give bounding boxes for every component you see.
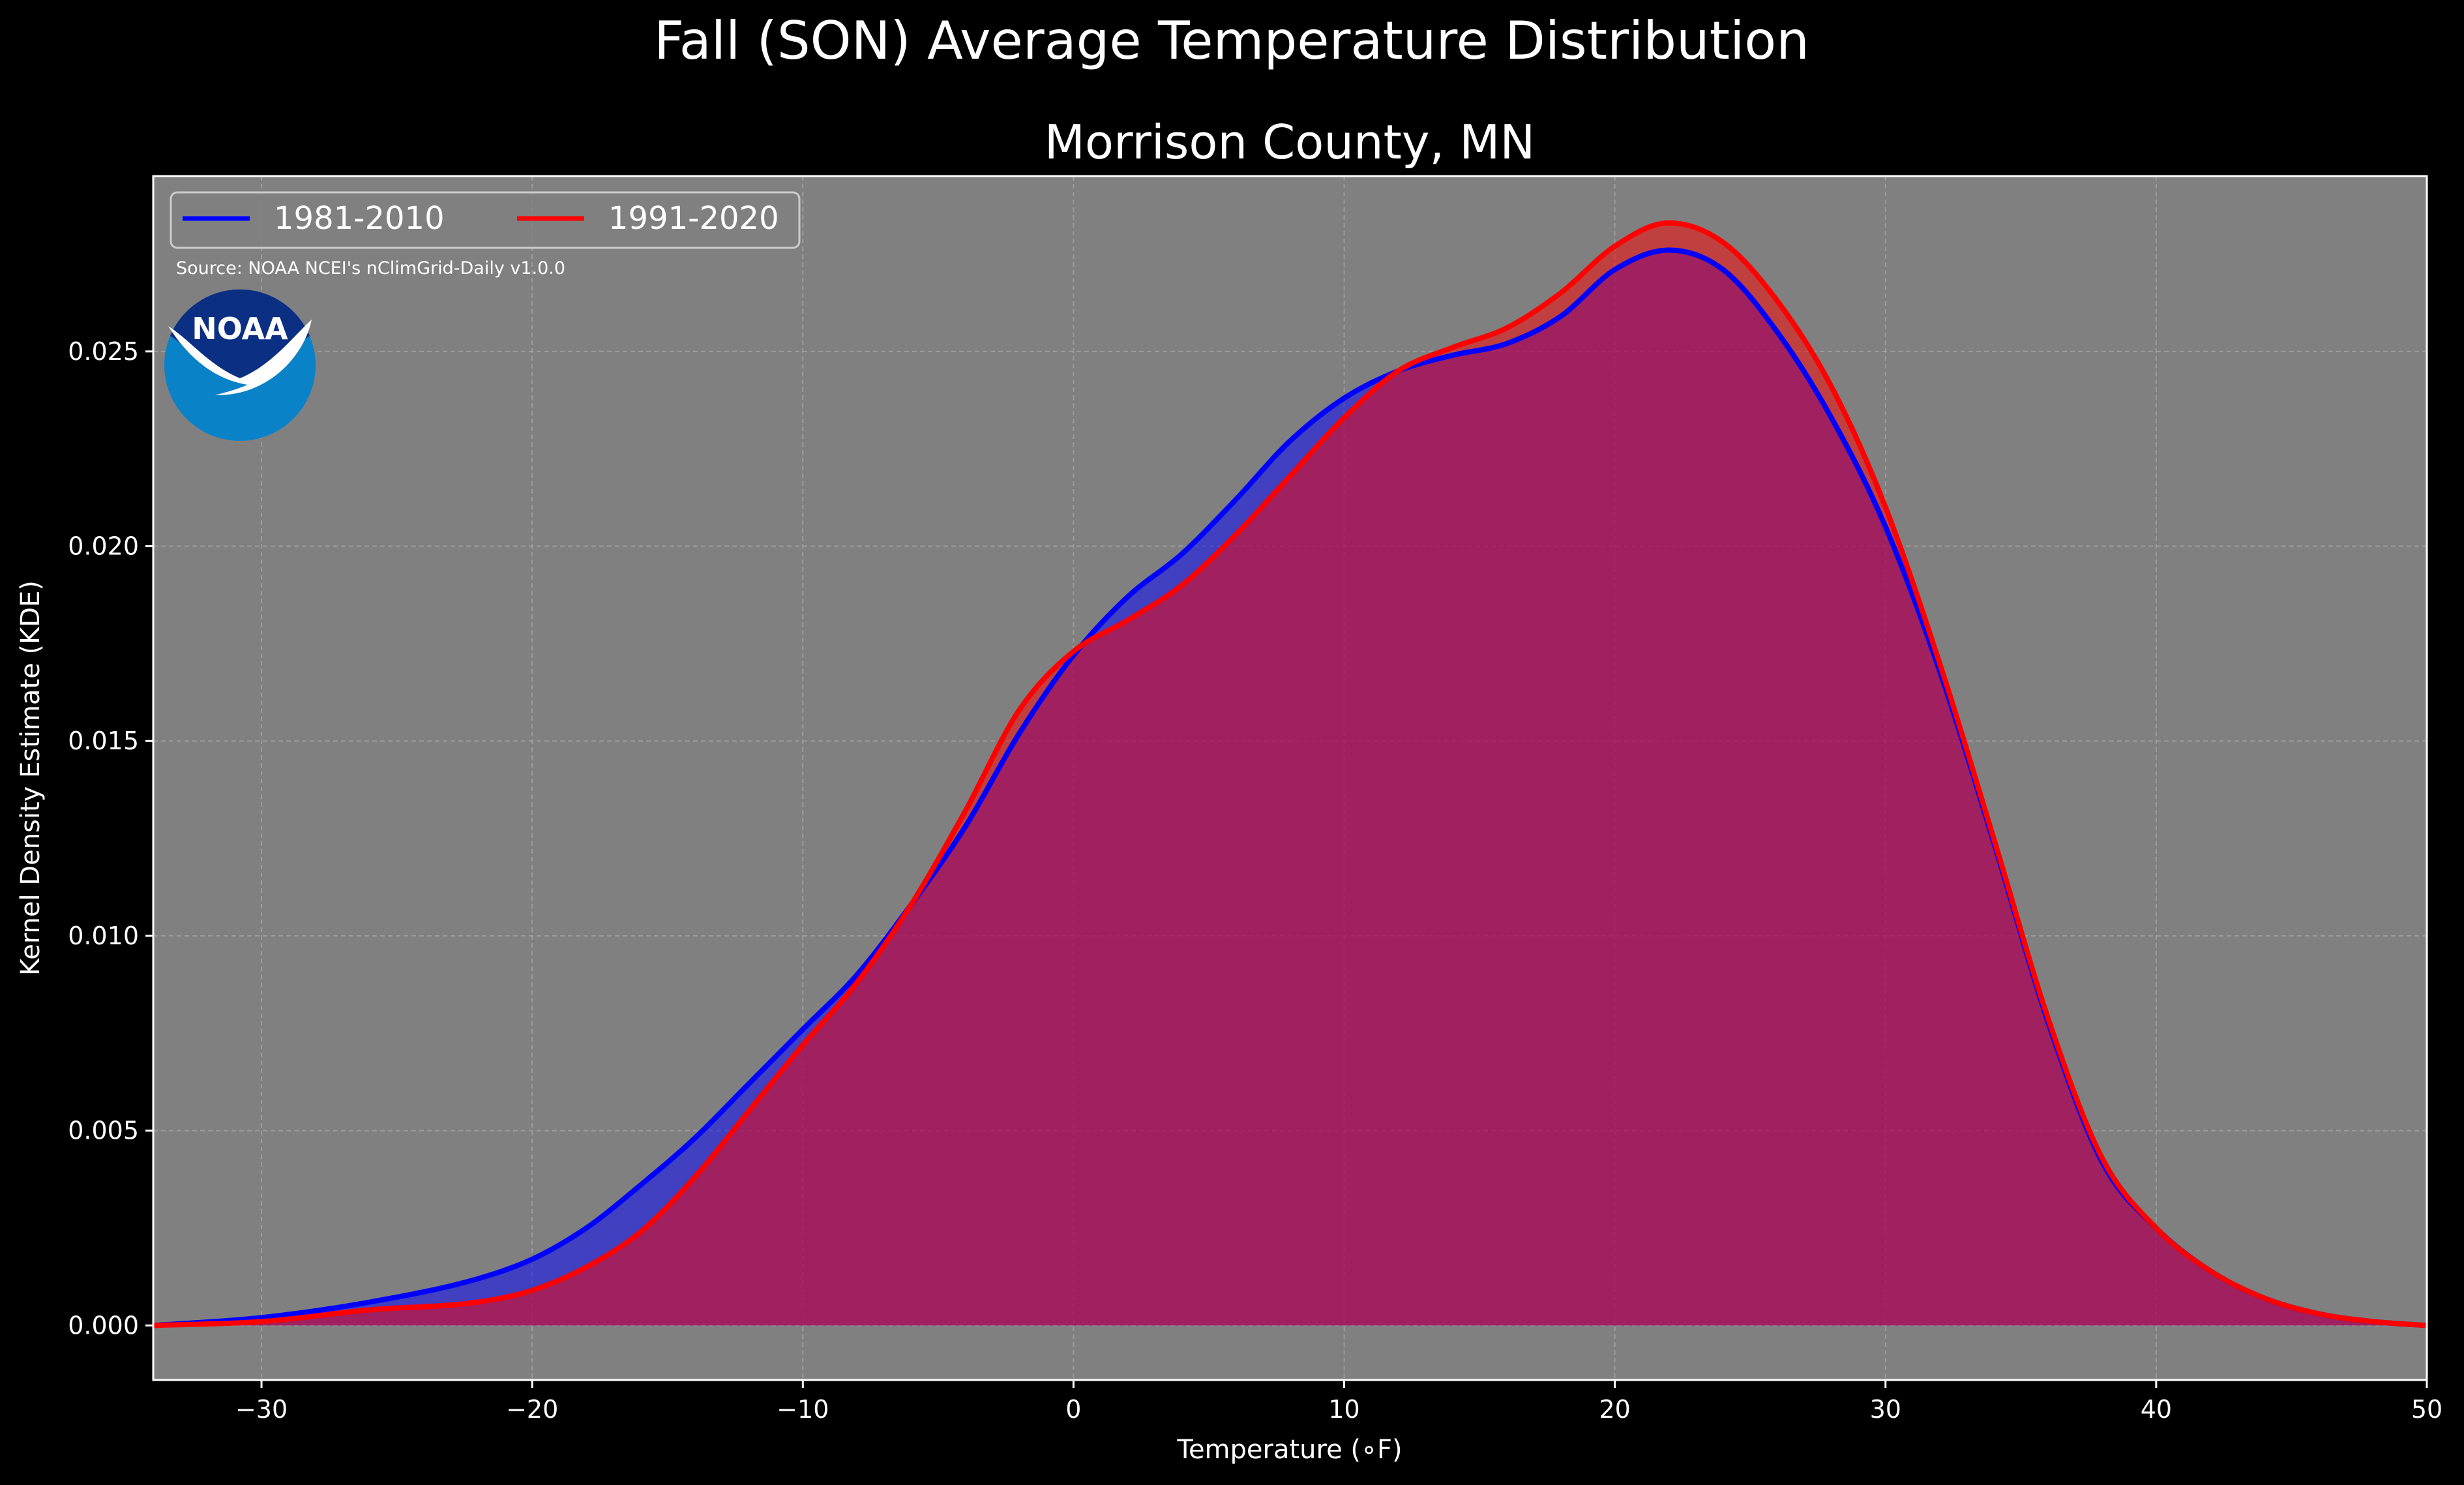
legend-label-1981-2010: 1981-2010 — [274, 200, 445, 237]
noaa-logo-text: NOAA — [192, 311, 288, 346]
x-tick-label: 20 — [1599, 1395, 1630, 1424]
y-tick-label: 0.015 — [68, 727, 139, 755]
x-tick-label: 10 — [1328, 1395, 1359, 1424]
legend-label-1991-2020: 1991-2020 — [608, 200, 779, 237]
density-fills — [153, 222, 2427, 1326]
x-axis-label: Temperature (∘F) — [1176, 1435, 1402, 1465]
plot-frame — [152, 175, 2428, 1381]
x-tick-label: 30 — [1870, 1395, 1901, 1424]
y-tick-label: 0.005 — [68, 1117, 139, 1145]
x-tick-label: −10 — [777, 1395, 829, 1424]
x-tick-label: 40 — [2141, 1395, 2172, 1424]
density-line-1991-2020 — [153, 220, 2427, 1328]
y-tick-label: 0.025 — [68, 337, 139, 366]
y-axis-label: Kernel Density Estimate (KDE) — [16, 580, 46, 976]
x-tick-label: 0 — [1065, 1395, 1081, 1424]
noaa-logo-wave — [168, 320, 312, 395]
x-tick-label: 50 — [2411, 1395, 2442, 1424]
axis-ticks: −30 −20 −10 0 10 20 30 40 50 0.000 0.005 0.010 0.015… — [68, 337, 2442, 1424]
density-lines — [153, 220, 2427, 1328]
y-tick-label: 0.020 — [68, 532, 139, 561]
y-tick-label: 0.010 — [68, 922, 139, 950]
noaa-logo: NOAA — [164, 289, 316, 441]
y-tick-label: 0.000 — [68, 1311, 139, 1340]
legend-box — [170, 191, 801, 249]
x-tick-label: −30 — [235, 1395, 288, 1424]
source-annotation: Source: NOAA NCEI's nClimGrid-Daily v1.0… — [176, 258, 565, 278]
chart-title: Morrison County, MN — [1045, 115, 1535, 170]
x-tick-label: −20 — [506, 1395, 558, 1424]
legend: 1981-2010 1991-2020 — [170, 191, 801, 249]
density-fill-1991-2020 — [153, 222, 2427, 1326]
figure-suptitle: Fall (SON) Average Temperature Distribut… — [654, 10, 1809, 71]
